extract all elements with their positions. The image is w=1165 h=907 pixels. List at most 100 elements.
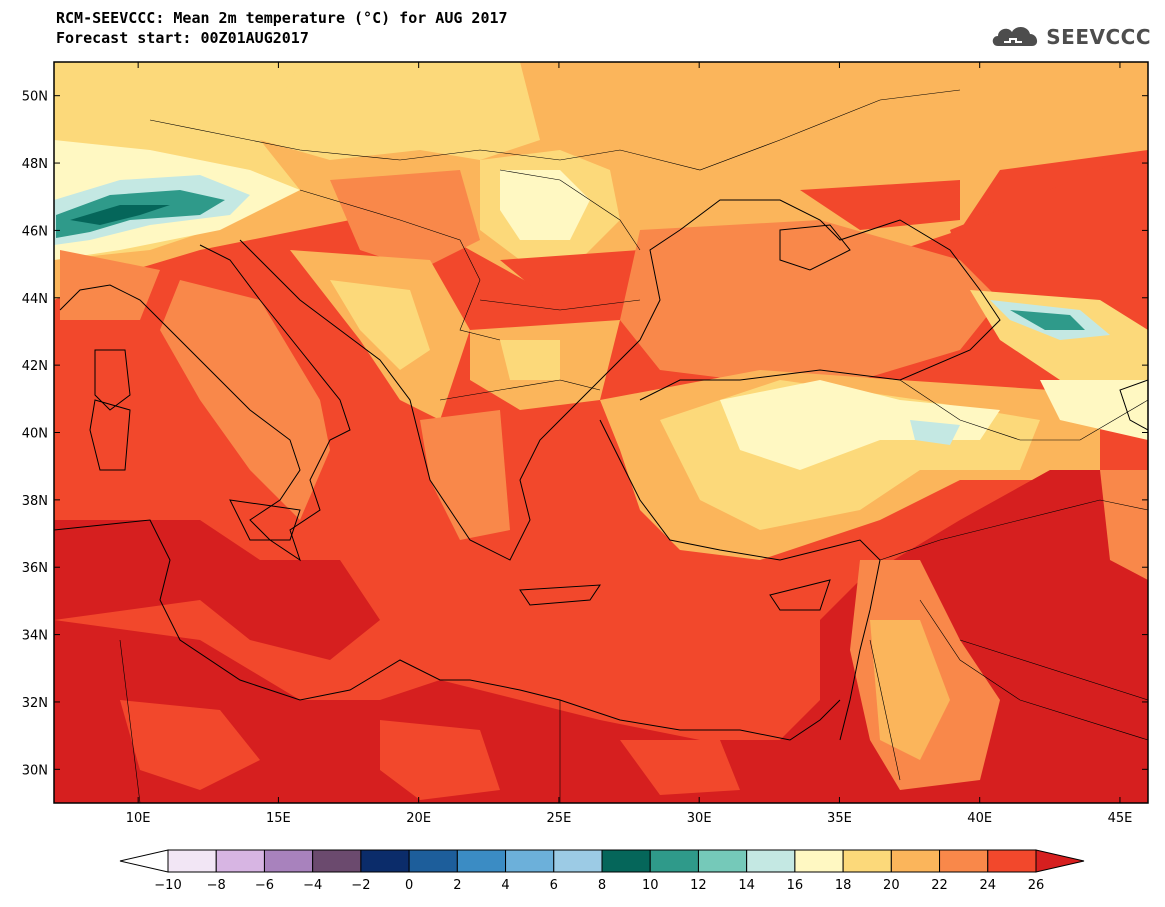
field-dinarides-pale [330, 280, 430, 370]
lat-tick-label: 36N [22, 561, 48, 576]
border-tunisia-algeria [119, 639, 141, 803]
border-syria [879, 499, 1148, 561]
colorbar-label: 18 [835, 878, 852, 893]
field-crimea-north [800, 180, 960, 230]
map-title: RCM-SEEVCCC: Mean 2m temperature (°C) fo… [56, 9, 508, 27]
border-greece [439, 379, 601, 401]
lon-tick-label: 30E [687, 811, 712, 826]
colorbar-swatch [167, 849, 217, 873]
field-anatolia-cool [910, 420, 960, 445]
field-alps-dark [70, 205, 170, 225]
colorbar-label: −6 [255, 878, 274, 893]
lat-tick-label: 34N [22, 629, 48, 644]
lat-tick-label: 30N [22, 763, 48, 778]
lat-tick-label: 46N [22, 224, 48, 239]
field-caspian-steppe [950, 150, 1148, 290]
colorbar-label: 2 [453, 878, 461, 893]
border-iraq [919, 599, 1148, 741]
colorbar-swatch [360, 849, 410, 873]
colorbar-swatch [553, 849, 603, 873]
field-wallachia [500, 250, 640, 310]
lon-tick-label: 10E [126, 811, 151, 826]
lat-tick-label: 40N [22, 427, 48, 442]
coast-anatolia-levant [599, 419, 881, 741]
field-pannonian [330, 170, 480, 270]
lat-tick-label: 50N [22, 90, 48, 105]
colorbar-label: 12 [690, 878, 707, 893]
colorbar-under-triangle [119, 849, 169, 873]
lat-tick-label: 32N [22, 696, 48, 711]
colorbar-swatch [939, 849, 989, 873]
field-tunisia [54, 520, 380, 660]
field-libya-warm-2 [380, 720, 500, 800]
colorbar-label: 22 [931, 878, 948, 893]
colorbar-label: −10 [154, 878, 181, 893]
colorbar-label: 16 [787, 878, 804, 893]
field-egypt-warm [620, 740, 740, 795]
field-armenia-pale [1040, 380, 1148, 440]
logo-text: SEEVCCC [1046, 25, 1151, 49]
field-libya-warm-1 [120, 700, 260, 790]
field-jordan [870, 620, 950, 760]
lon-tick-label: 45E [1108, 811, 1133, 826]
colorbar-swatch [263, 849, 314, 873]
coast-sardinia [89, 399, 131, 471]
coast-cyprus [769, 579, 831, 611]
field-black-sea [620, 220, 1000, 380]
colorbar-swatch [312, 849, 362, 873]
seevccc-logo: SEEVCCC [990, 22, 1151, 52]
coast-crete [519, 584, 601, 606]
colorbar-swatch [649, 849, 699, 873]
colorbar-label: 26 [1028, 878, 1045, 893]
coastlines [54, 199, 1148, 741]
border-bulgaria-romania [479, 299, 641, 311]
colorbar-label: 4 [501, 878, 509, 893]
field-caucasus-teal [1010, 310, 1085, 330]
field-pindus [420, 410, 510, 540]
colorbar-label: 6 [550, 878, 558, 893]
lon-tick-label: 40E [967, 811, 992, 826]
colorbar-swatch [842, 849, 892, 873]
field-rhodopes-pale [500, 340, 560, 380]
coast-balkans [239, 229, 681, 561]
cloud-icon [993, 26, 1038, 46]
colorbar-swatch [697, 849, 748, 873]
border-central-2 [299, 189, 501, 341]
coast-black-sea [639, 199, 1001, 401]
latitude-axis: 30N 32N 34N 36N 38N 40N 42N 44N 46N 48N 50N [22, 90, 1148, 778]
colorbar-swatch [794, 849, 844, 873]
border-turkey-east [899, 379, 1148, 441]
colorbar: −10 −8 −6 −4 −2 0 2 4 6 8 10 12 14 16 18 20 22 24 26 [119, 849, 1085, 893]
colorbar-swatch [215, 849, 265, 873]
lat-tick-label: 44N [22, 292, 48, 307]
colorbar-label: −2 [351, 878, 370, 893]
coast-caspian [1119, 379, 1148, 431]
title-block: RCM-SEEVCCC: Mean 2m temperature (°C) fo… [56, 8, 508, 48]
colorbar-swatch [601, 849, 651, 873]
field-zagros [1100, 470, 1148, 580]
colorbar-label: 8 [598, 878, 606, 893]
lon-tick-label: 25E [547, 811, 572, 826]
colorbar-over-triangle [1035, 849, 1085, 873]
coast-crimea [779, 224, 851, 271]
field-anatolia-pale [720, 380, 1000, 470]
colorbar-swatch [890, 849, 941, 873]
border-saudi [959, 639, 1148, 701]
coast-corsica [94, 349, 131, 411]
lon-tick-label: 20E [406, 811, 431, 826]
coast-north-africa [54, 519, 841, 741]
coast-sicily [229, 499, 301, 541]
coast-italy [59, 244, 351, 562]
colorbar-swatch [456, 849, 507, 873]
lat-tick-label: 38N [22, 494, 48, 509]
colorbar-label: −8 [207, 878, 226, 893]
lat-tick-label: 42N [22, 359, 48, 374]
field-apennines [160, 280, 330, 520]
colorbar-swatch [408, 849, 458, 873]
colorbar-swatch [505, 849, 555, 873]
border-jordan [869, 639, 901, 781]
longitude-axis: 10E 15E 20E 25E 30E 35E 40E 45E [126, 62, 1133, 826]
colorbar-label: 0 [405, 878, 413, 893]
lon-tick-label: 15E [266, 811, 291, 826]
